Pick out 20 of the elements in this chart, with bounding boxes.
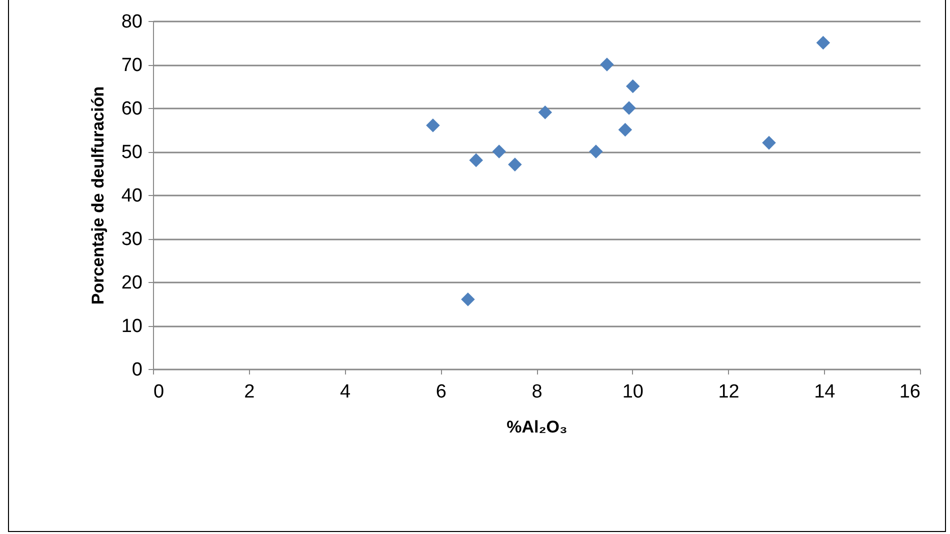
x-tick-label: 4 — [340, 382, 351, 402]
y-tick-label: 70 — [121, 55, 142, 76]
y-tick-label: 50 — [121, 142, 142, 163]
x-tick-label: 8 — [532, 382, 542, 402]
x-tick-label: 6 — [436, 382, 446, 402]
x-axis-title: %Al₂O₃ — [506, 418, 568, 436]
x-tick-label: 14 — [814, 382, 836, 402]
x-tick-label: 2 — [244, 382, 255, 402]
x-tick-label: 16 — [899, 382, 920, 402]
x-tick-label: 0 — [154, 382, 164, 402]
y-tick-label: 40 — [121, 186, 142, 206]
y-tick-label: 30 — [121, 229, 142, 250]
y-tick-label: 10 — [121, 316, 142, 337]
y-tick-label: 20 — [121, 272, 142, 294]
y-tick-label: 80 — [121, 12, 142, 32]
y-tick-label: 0 — [132, 360, 142, 380]
x-tick-label: 12 — [718, 382, 740, 402]
x-tick-label: 10 — [622, 382, 644, 402]
y-tick-label: 60 — [121, 98, 142, 120]
y-axis-title: Porcentaje de deulfuración — [88, 86, 108, 305]
